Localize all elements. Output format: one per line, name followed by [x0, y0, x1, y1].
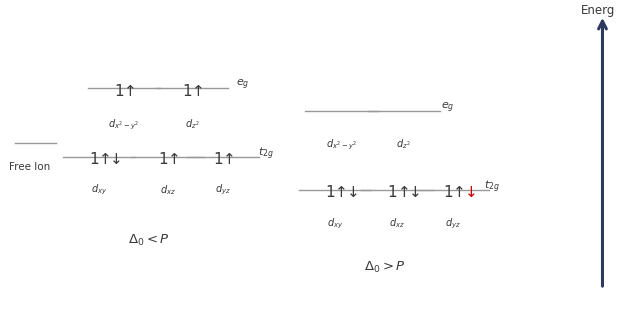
- Text: 1: 1: [325, 185, 335, 200]
- Text: $d_{yz}$: $d_{yz}$: [216, 183, 231, 197]
- Text: $d_{x^2-y^2}$: $d_{x^2-y^2}$: [326, 137, 357, 152]
- Text: $d_{xy}$: $d_{xy}$: [91, 183, 107, 197]
- Text: ↑: ↑: [124, 84, 137, 99]
- Text: 1: 1: [182, 84, 192, 99]
- Text: $e_g$: $e_g$: [236, 78, 250, 92]
- Text: $t_{2g}$: $t_{2g}$: [258, 145, 273, 162]
- Text: ↑: ↑: [192, 84, 205, 99]
- Text: $d_{xy}$: $d_{xy}$: [327, 216, 344, 231]
- Text: ↓: ↓: [465, 185, 477, 200]
- Text: $\Delta_0 < P$: $\Delta_0 < P$: [128, 233, 170, 248]
- Text: $d_{xz}$: $d_{xz}$: [159, 183, 176, 197]
- Text: 1: 1: [214, 152, 223, 166]
- Text: ↓: ↓: [110, 152, 123, 166]
- Text: $t_{2g}$: $t_{2g}$: [485, 179, 500, 195]
- Text: $e_g$: $e_g$: [441, 101, 455, 115]
- Text: $d_{x^2-y^2}$: $d_{x^2-y^2}$: [108, 117, 140, 132]
- Text: 1: 1: [444, 185, 453, 200]
- Text: ↑: ↑: [167, 152, 180, 166]
- Text: $d_{xz}$: $d_{xz}$: [389, 217, 405, 230]
- Text: 1: 1: [387, 185, 398, 200]
- Text: Energ: Energ: [581, 4, 615, 17]
- Text: ↑: ↑: [453, 185, 466, 200]
- Text: $d_{z^2}$: $d_{z^2}$: [185, 118, 199, 131]
- Text: 1: 1: [158, 152, 167, 166]
- Text: Free Ion: Free Ion: [9, 162, 50, 172]
- Text: 1: 1: [114, 84, 124, 99]
- Text: ↑: ↑: [99, 152, 112, 166]
- Text: ↓: ↓: [347, 185, 359, 200]
- Text: ↑: ↑: [223, 152, 236, 166]
- Text: $d_{yz}$: $d_{yz}$: [445, 216, 461, 231]
- Text: ↑: ↑: [398, 185, 410, 200]
- Text: $\Delta_0 > P$: $\Delta_0 > P$: [364, 260, 406, 275]
- Text: ↑: ↑: [335, 185, 348, 200]
- Text: $d_{z^2}$: $d_{z^2}$: [396, 137, 411, 151]
- Text: 1: 1: [90, 152, 99, 166]
- Text: ↓: ↓: [409, 185, 421, 200]
